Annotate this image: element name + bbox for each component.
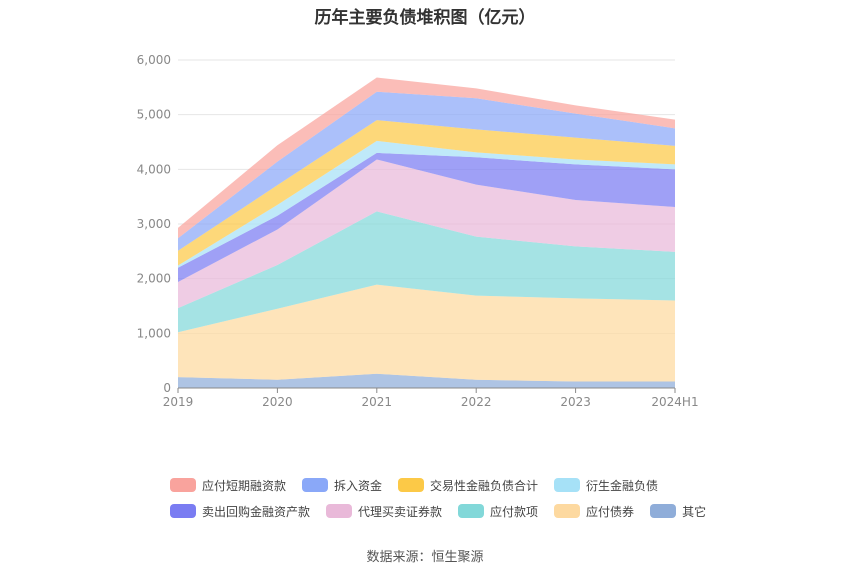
legend-swatch: [170, 504, 196, 518]
legend-swatch: [554, 504, 581, 518]
x-tick-label: 2023: [560, 395, 591, 409]
legend-label: 卖出回购金融资产款: [202, 504, 311, 519]
x-tick-label: 2021: [362, 395, 393, 409]
area-拆入资金: [178, 91, 675, 251]
legend-label: 应付债券: [586, 504, 635, 519]
legend-item[interactable]: 应付款项: [458, 503, 538, 520]
y-tick-label: 3,000: [137, 217, 171, 231]
data-source: 数据来源：恒生聚源: [366, 550, 484, 565]
legend-label: 应付短期融资款: [202, 478, 287, 493]
legend-swatch: [170, 478, 196, 492]
legend-item[interactable]: 应付短期融资款: [170, 477, 286, 494]
y-tick-label: 2,000: [137, 272, 171, 286]
y-tick-label: 0: [163, 381, 171, 395]
legend-row: 应付短期融资款 拆入资金 交易性金融负债合计 衍生金融负债: [170, 472, 690, 498]
area-其它: [178, 373, 675, 388]
chart-title: 历年主要负债堆积图（亿元）: [314, 8, 536, 28]
legend-label: 衍生金融负债: [586, 478, 659, 493]
legend-label: 代理买卖证券款: [358, 504, 443, 519]
legend: 应付短期融资款 拆入资金 交易性金融负债合计 衍生金融负债 卖出回购金融资产款 代理买卖…: [170, 472, 706, 524]
legend-label: 交易性金融负债合计: [430, 478, 539, 493]
axes: 0 1,000 2,000 3,000 4,000 5,000 6,000 2019 2020 2…: [137, 53, 699, 409]
legend-label: 应付款项: [490, 504, 539, 519]
y-tick-label: 4,000: [137, 162, 171, 176]
legend-item[interactable]: 应付债券: [554, 503, 634, 520]
legend-swatch: [326, 504, 353, 518]
y-tick-label: 1,000: [137, 326, 171, 340]
area-应付债券: [178, 284, 675, 382]
x-tick-label: 2024H1: [651, 395, 698, 409]
x-tick-label: 2019: [163, 395, 194, 409]
legend-item[interactable]: 交易性金融负债合计: [398, 477, 538, 494]
legend-swatch: [398, 478, 425, 492]
legend-item[interactable]: 其它: [650, 503, 706, 520]
x-tick-label: 2020: [262, 395, 293, 409]
legend-item[interactable]: 代理买卖证券款: [326, 503, 442, 520]
legend-item[interactable]: 衍生金融负债: [554, 477, 658, 494]
legend-swatch: [302, 478, 329, 492]
area-代理买卖证券款: [178, 159, 675, 309]
legend-swatch: [554, 478, 581, 492]
y-tick-label: 5,000: [137, 108, 171, 122]
legend-swatch: [650, 504, 677, 518]
legend-swatch: [458, 504, 485, 518]
area-应付款项: [178, 211, 675, 333]
area-series: [178, 77, 675, 388]
area-交易性金融负债合计: [178, 120, 675, 266]
legend-item[interactable]: 卖出回购金融资产款: [170, 503, 310, 520]
legend-label: 其它: [682, 504, 707, 519]
area-卖出回购金融资产款: [178, 152, 675, 282]
area-应付短期融资款: [178, 77, 675, 239]
x-tick-label: 2022: [461, 395, 492, 409]
legend-item[interactable]: 拆入资金: [302, 477, 382, 494]
legend-label: 拆入资金: [334, 478, 383, 493]
legend-row: 卖出回购金融资产款 代理买卖证券款 应付款项 应付债券 其它: [170, 498, 706, 524]
y-tick-label: 6,000: [137, 53, 171, 67]
